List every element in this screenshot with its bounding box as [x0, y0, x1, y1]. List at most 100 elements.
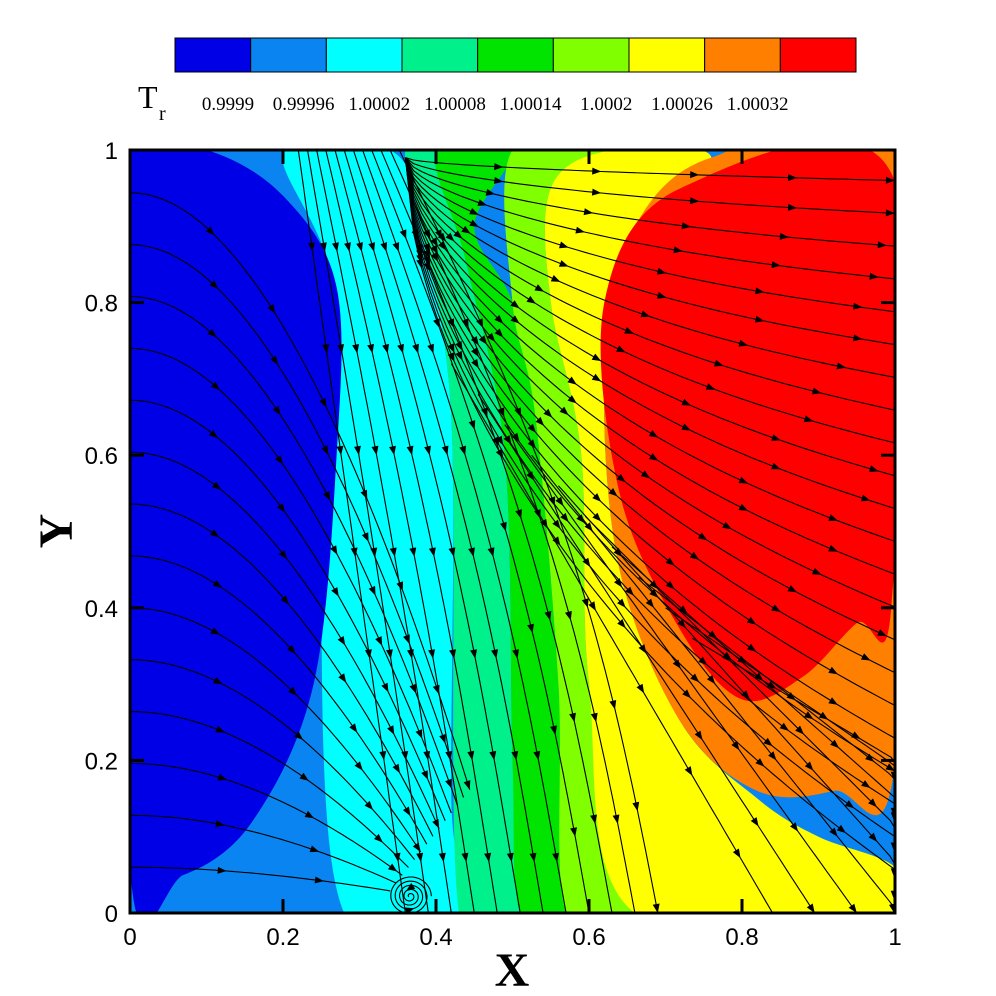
- streamline-arrow: [648, 430, 659, 438]
- streamline-arrow: [768, 751, 777, 761]
- streamline-arrow: [371, 445, 379, 456]
- streamline-arrow: [665, 557, 675, 566]
- streamline-arrow: [682, 689, 691, 699]
- streamline-arrow: [487, 547, 495, 557]
- streamline-arrow: [567, 395, 577, 404]
- streamline-arrow: [754, 315, 765, 323]
- streamline-arrow: [374, 833, 383, 843]
- streamline-arrow: [321, 445, 329, 455]
- streamline-arrow: [469, 219, 479, 227]
- streamline-arrow: [368, 242, 375, 252]
- streamline-arrow: [795, 725, 804, 735]
- colorbar-level-label: 1.00002: [348, 94, 410, 115]
- y-tick-label: 0: [105, 901, 118, 928]
- x-tick-label: 0: [123, 924, 136, 951]
- contour-band-9: [600, 150, 895, 702]
- streamline-arrow: [402, 806, 411, 817]
- streamline-arrow: [852, 334, 863, 342]
- streamline: [130, 192, 471, 790]
- streamline-arrow: [636, 683, 645, 694]
- streamline-arrow: [617, 598, 626, 608]
- streamline-arrow: [217, 866, 227, 874]
- streamline-arrow: [771, 462, 781, 470]
- colorbar-level-label: 0.9999: [202, 94, 254, 115]
- x-tick-label: 0.4: [419, 924, 452, 951]
- colorbar-title: T: [138, 79, 158, 115]
- streamline-arrow: [844, 800, 855, 809]
- streamline-arrow: [447, 343, 455, 353]
- streamline-arrow: [428, 547, 436, 557]
- streamline-arrow: [877, 241, 887, 249]
- streamline-arrow: [681, 423, 691, 431]
- streamline-arrow: [495, 448, 504, 459]
- streamline-arrow: [787, 203, 798, 211]
- streamline-arrow: [447, 352, 455, 362]
- colorbar-swatch-3: [325, 37, 403, 73]
- streamline-arrow: [868, 832, 878, 842]
- streamline-arrow: [708, 630, 718, 639]
- streamline-arrow: [560, 512, 569, 523]
- streamline-arrow: [406, 445, 414, 456]
- plot-area: [130, 150, 895, 913]
- colorbar: [174, 37, 857, 73]
- streamline-arrow: [592, 512, 602, 522]
- streamline-arrow: [210, 381, 220, 391]
- streamline-arrow: [477, 199, 487, 206]
- streamline-arrow: [515, 509, 522, 519]
- streamline-arrow: [361, 532, 369, 542]
- streamline-arrow: [763, 737, 773, 747]
- streamline-arrow: [638, 644, 647, 654]
- streamline-arrow: [392, 763, 400, 774]
- streamline-arrow: [565, 610, 572, 621]
- streamline-arrow: [741, 690, 750, 700]
- streamline-arrow: [307, 242, 315, 252]
- streamline-arrow: [424, 445, 431, 456]
- streamline-arrow: [829, 827, 838, 837]
- colorbar-title-subscript: r: [159, 103, 166, 125]
- streamline-arrow: [588, 601, 596, 611]
- streamline-arrow: [213, 677, 223, 685]
- axis-ticks: 0 0.2 0.4 0.6 0.8 1 0 0.2 0.4 0.6 0.8 1: [85, 138, 902, 951]
- streamline-arrow: [448, 547, 456, 557]
- streamline-arrow: [640, 470, 651, 479]
- contour-band-5: [434, 150, 569, 913]
- streamline-arrow: [681, 398, 691, 406]
- streamline: [404, 157, 895, 477]
- streamline-arrow: [470, 336, 479, 346]
- streamline-arrow: [865, 753, 875, 762]
- streamline-arrow: [652, 903, 660, 913]
- streamline-arrow: [322, 344, 330, 354]
- streamline-arrow: [869, 272, 879, 280]
- streamline: [404, 157, 895, 739]
- streamline-arrow: [445, 232, 455, 242]
- streamline-arrow: [449, 649, 456, 659]
- streamline-arrow: [294, 731, 304, 740]
- streamline-arrow: [510, 300, 520, 309]
- x-tick-label: 0.8: [725, 924, 758, 951]
- streamline-arrow: [640, 310, 651, 318]
- spiral-streamline: [390, 876, 432, 913]
- streamline-arrow: [616, 345, 626, 353]
- streamline-arrow: [582, 557, 591, 568]
- streamline-arrow: [270, 355, 278, 365]
- streamline-arrow: [210, 627, 221, 635]
- streamline-arrow: [399, 229, 407, 239]
- streamline-arrow: [681, 222, 691, 230]
- streamline-arrow: [624, 327, 634, 334]
- colorbar-swatch-8: [704, 37, 781, 73]
- streamline: [405, 157, 895, 182]
- streamline: [316, 150, 452, 913]
- streamline-arrow: [812, 387, 822, 395]
- streamline-arrow: [828, 666, 838, 675]
- streamline-arrow: [535, 416, 545, 426]
- streamline-arrow: [689, 551, 700, 560]
- streamline-arrow: [771, 604, 781, 612]
- streamline-arrow: [788, 174, 798, 182]
- streamline-arrow: [869, 465, 879, 472]
- streamline-arrow: [705, 383, 716, 390]
- streamline: [334, 150, 498, 913]
- streamline-arrow: [533, 750, 541, 761]
- streamline-arrow: [632, 801, 640, 812]
- streamline-arrow: [853, 302, 863, 310]
- streamline-arrow: [304, 810, 315, 819]
